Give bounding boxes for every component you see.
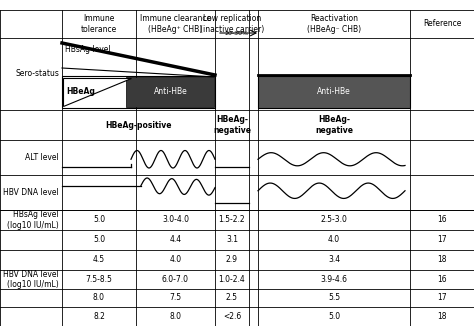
Text: HBeAg-positive: HBeAg-positive (105, 121, 172, 129)
Text: HBV DNA level: HBV DNA level (3, 188, 59, 197)
Text: HBsAg level: HBsAg level (65, 46, 110, 54)
Bar (258, 76, 410, 108)
Text: HBeAg-
negative: HBeAg- negative (213, 115, 251, 135)
Text: 16: 16 (437, 275, 447, 284)
Text: 4.4: 4.4 (169, 235, 182, 244)
Text: 4.5: 4.5 (93, 256, 105, 264)
Text: 3.1: 3.1 (226, 235, 238, 244)
Text: 17: 17 (437, 235, 447, 244)
Text: 1.0-2.4: 1.0-2.4 (219, 275, 246, 284)
Text: 5.0: 5.0 (93, 235, 105, 244)
Text: Anti-HBe: Anti-HBe (154, 87, 187, 96)
Text: 5.0: 5.0 (93, 215, 105, 225)
Text: HBeAg: HBeAg (66, 87, 95, 96)
Polygon shape (126, 77, 214, 107)
Text: 5.5: 5.5 (328, 293, 340, 303)
Text: Immune
tolerance: Immune tolerance (81, 14, 117, 34)
Text: 16: 16 (437, 215, 447, 225)
Text: ALT level: ALT level (25, 153, 59, 162)
Text: HBeAg-
negative: HBeAg- negative (315, 115, 353, 135)
Text: Low replication
(inactive carrier): Low replication (inactive carrier) (200, 14, 264, 34)
Text: Reference: Reference (423, 20, 461, 28)
Text: 1.5-2.2: 1.5-2.2 (219, 215, 246, 225)
Text: 7.5: 7.5 (169, 293, 182, 303)
Text: 2.5-3.0: 2.5-3.0 (320, 215, 347, 225)
Text: 2.9: 2.9 (226, 256, 238, 264)
Text: 3.0-4.0: 3.0-4.0 (162, 215, 189, 225)
Text: HBsAg level
(log10 IU/mL): HBsAg level (log10 IU/mL) (7, 210, 59, 230)
Text: 17: 17 (437, 293, 447, 303)
Text: 6.0-7.0: 6.0-7.0 (162, 275, 189, 284)
Text: 8.0: 8.0 (93, 293, 105, 303)
Text: Reactivation
(HBeAg⁻ CHB): Reactivation (HBeAg⁻ CHB) (307, 14, 361, 34)
Text: 18: 18 (437, 256, 447, 264)
Text: 20-30%: 20-30% (225, 31, 248, 36)
Text: 3.9-4.6: 3.9-4.6 (320, 275, 347, 284)
Bar (62, 76, 215, 108)
Text: 7.5-8.5: 7.5-8.5 (86, 275, 112, 284)
Text: <2.6: <2.6 (223, 312, 241, 321)
Text: 5.0: 5.0 (328, 312, 340, 321)
Text: HBV DNA level
(log10 IU/mL): HBV DNA level (log10 IU/mL) (3, 270, 59, 289)
Text: 8.2: 8.2 (93, 312, 105, 321)
Text: 3.4: 3.4 (328, 256, 340, 264)
Polygon shape (63, 78, 131, 106)
Text: 4.0: 4.0 (169, 256, 182, 264)
Text: 2.5: 2.5 (226, 293, 238, 303)
Text: Immune clearance
(HBeAg⁺ CHB): Immune clearance (HBeAg⁺ CHB) (140, 14, 211, 34)
Text: 8.0: 8.0 (170, 312, 182, 321)
Text: 4.0: 4.0 (328, 235, 340, 244)
Text: Sero-status: Sero-status (15, 69, 59, 79)
Text: 18: 18 (437, 312, 447, 321)
Text: Anti-HBe: Anti-HBe (317, 87, 351, 96)
